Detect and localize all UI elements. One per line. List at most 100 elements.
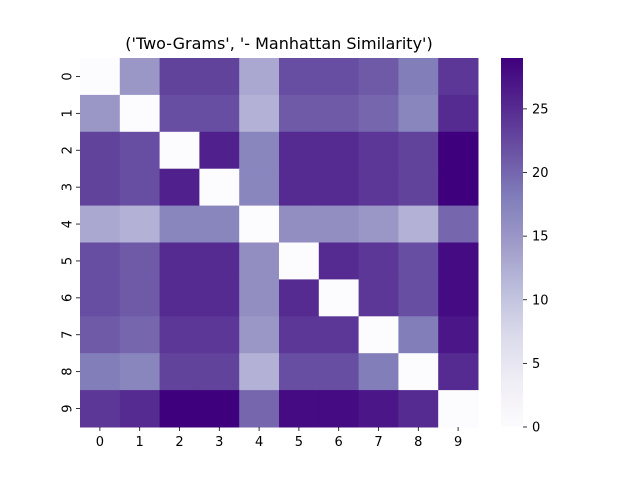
- x-tick-label: 0: [96, 435, 104, 450]
- y-tick-label: 6: [61, 294, 76, 302]
- heatmap-cell: [159, 205, 200, 243]
- heatmap-cell: [318, 168, 360, 207]
- heatmap-cell: [239, 242, 280, 280]
- heatmap-cell: [279, 279, 320, 317]
- heatmap-cell: [358, 131, 399, 170]
- heatmap-cell: [119, 316, 161, 354]
- heatmap-cell: [199, 168, 240, 207]
- heatmap-cell: [438, 316, 479, 354]
- x-tick-label: 7: [374, 435, 382, 450]
- heatmap-cell: [279, 205, 320, 243]
- heatmap-cell: [318, 205, 360, 243]
- y-tick-label: 4: [61, 220, 76, 228]
- x-tick-label: 2: [175, 435, 183, 450]
- colorbar: 0 5 10 15 20 25: [501, 58, 549, 436]
- heatmap-cell: [119, 242, 161, 280]
- heatmap-cell: [119, 279, 161, 317]
- y-tick-label: 7: [61, 331, 76, 339]
- chart-title: ('Two-Grams', '- Manhattan Similarity'): [125, 34, 432, 53]
- heatmap-cell: [318, 353, 360, 391]
- x-axis: 0 1 2 3 4 5 6 7 8 9: [96, 427, 462, 450]
- heatmap-cell: [239, 316, 280, 354]
- heatmap-cell: [80, 58, 121, 96]
- colorbar-tick-label: 25: [532, 102, 549, 117]
- heatmap-cell: [358, 390, 399, 428]
- heatmap-cell: [318, 131, 360, 170]
- heatmap-cell: [358, 242, 399, 280]
- x-tick-label: 3: [215, 435, 223, 450]
- heatmap-cell: [119, 94, 161, 133]
- heatmap-cell: [199, 205, 240, 243]
- heatmap-cell: [398, 168, 439, 207]
- heatmap-cell: [159, 279, 200, 317]
- heatmap-cell: [80, 316, 121, 354]
- heatmap-cell: [398, 205, 439, 243]
- x-tick-label: 6: [335, 435, 343, 450]
- y-axis: 0 1 2 3 4 5 6 7 8 9: [61, 72, 80, 413]
- heatmap-cell: [199, 279, 240, 317]
- colorbar-tick-label: 20: [532, 166, 549, 181]
- heatmap-cell: [358, 279, 399, 317]
- heatmap-cell: [80, 242, 121, 280]
- heatmap-cell: [119, 168, 161, 207]
- heatmap-cell: [119, 205, 161, 243]
- heatmap-cell: [438, 58, 479, 96]
- heatmap-cell: [438, 94, 479, 133]
- heatmap-cell: [318, 242, 360, 280]
- heatmap-cell: [358, 316, 399, 354]
- heatmap-cell: [80, 205, 121, 243]
- heatmap-cell: [279, 353, 320, 391]
- heatmap-cell: [398, 390, 439, 428]
- heatmap-cell: [199, 94, 240, 133]
- y-tick-label: 0: [61, 72, 76, 80]
- heatmap-cell: [119, 131, 161, 170]
- heatmap-cell: [279, 390, 320, 428]
- heatmap-cell: [199, 316, 240, 354]
- x-tick-label: 1: [136, 435, 144, 450]
- heatmap-cell: [80, 353, 121, 391]
- heatmap-cell: [239, 353, 280, 391]
- heatmap-cell: [239, 131, 280, 170]
- heatmap-cell: [239, 58, 280, 96]
- heatmap-cell: [239, 94, 280, 133]
- heatmap-cell: [398, 58, 439, 96]
- heatmap-cell: [438, 131, 479, 170]
- heatmap-cell: [159, 94, 200, 133]
- heatmap-cell: [398, 279, 439, 317]
- colorbar-tick-label: 10: [532, 293, 549, 308]
- heatmap-cell: [318, 94, 360, 133]
- heatmap-cell: [438, 242, 479, 280]
- heatmap-cells: [80, 58, 479, 428]
- heatmap-cell: [318, 316, 360, 354]
- heatmap-cell: [239, 279, 280, 317]
- y-tick-label: 5: [61, 257, 76, 265]
- heatmap-cell: [318, 390, 360, 428]
- colorbar-tick-label: 0: [532, 421, 540, 436]
- heatmap-cell: [398, 242, 439, 280]
- heatmap-cell: [80, 168, 121, 207]
- heatmap-cell: [119, 353, 161, 391]
- heatmap-cell: [159, 58, 200, 96]
- heatmap-cell: [358, 94, 399, 133]
- heatmap-cell: [279, 168, 320, 207]
- x-tick-label: 4: [255, 435, 263, 450]
- heatmap-cell: [318, 279, 360, 317]
- heatmap-cell: [398, 131, 439, 170]
- heatmap-cell: [239, 390, 280, 428]
- heatmap-cell: [199, 390, 240, 428]
- heatmap-cell: [199, 353, 240, 391]
- y-tick-label: 3: [61, 183, 76, 191]
- heatmap-cell: [279, 58, 320, 96]
- heatmap-cell: [199, 131, 240, 170]
- heatmap-cell: [159, 168, 200, 207]
- heatmap-cell: [239, 168, 280, 207]
- heatmap-cell: [438, 168, 479, 207]
- heatmap-cell: [279, 316, 320, 354]
- x-tick-label: 5: [295, 435, 303, 450]
- heatmap-cell: [159, 131, 200, 170]
- heatmap-cell: [159, 316, 200, 354]
- x-tick-label: 8: [414, 435, 422, 450]
- colorbar-gradient: [501, 58, 523, 427]
- x-tick-label: 9: [454, 435, 462, 450]
